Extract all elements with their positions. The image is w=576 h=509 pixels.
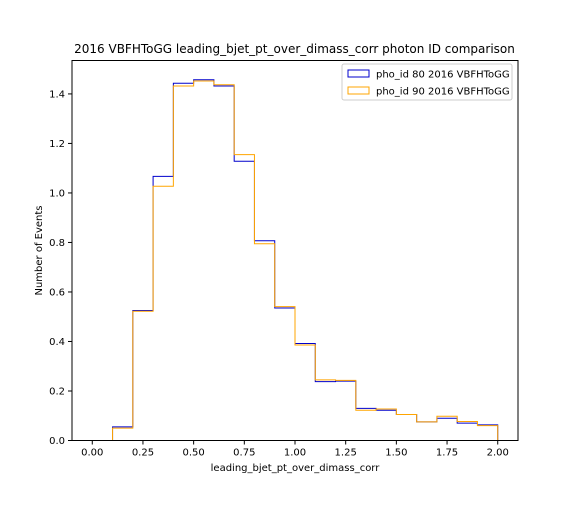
y-tick-label: 0.2 (49, 386, 65, 397)
legend: pho_id 80 2016 VBFHToGG pho_id 90 2016 VB… (341, 63, 513, 101)
x-tick-label: 1.50 (385, 448, 407, 459)
x-tick-label: 1.25 (335, 448, 357, 459)
y-tick-label: 0.6 (49, 287, 65, 298)
legend-label: pho_id 90 2016 VBFHToGG (376, 87, 510, 98)
x-tick-label: 0.75 (233, 448, 255, 459)
y-axis-ticks: 0.0 0.2 0.4 0.6 0.8 1.0 1.2 1.4 (49, 89, 72, 447)
legend-box (341, 63, 513, 101)
x-tick-label: 2.00 (487, 448, 509, 459)
y-tick-label: 1.2 (49, 139, 65, 150)
y-tick-label: 1.4 (49, 89, 65, 100)
series-layer (92, 79, 499, 441)
x-tick-label: 0.00 (81, 448, 103, 459)
y-tick-label: 0.8 (49, 238, 65, 249)
plot-area-frame (71, 60, 519, 441)
x-axis-ticks: 0.00 0.25 0.50 0.75 1.00 1.25 1.50 1.75 2.00 (81, 440, 509, 459)
x-axis-label: leading_bjet_pt_over_dimass_corr (211, 463, 381, 474)
legend-swatch (347, 69, 370, 78)
chart-title: 2016 VBFHToGG leading_bjet_pt_over_dimas… (74, 42, 515, 56)
y-tick-label: 0.4 (49, 337, 65, 348)
y-tick-label: 1.0 (49, 188, 65, 199)
legend-label: pho_id 80 2016 VBFHToGG (376, 70, 510, 81)
y-axis-label: Number of Events (34, 205, 45, 295)
x-tick-label: 0.50 (183, 448, 205, 459)
y-tick-label: 0.0 (49, 436, 65, 447)
x-tick-label: 0.25 (132, 448, 154, 459)
legend-swatch (347, 86, 370, 95)
x-tick-label: 1.75 (436, 448, 458, 459)
x-tick-label: 1.00 (284, 448, 306, 459)
series-2-step-line (92, 80, 499, 441)
